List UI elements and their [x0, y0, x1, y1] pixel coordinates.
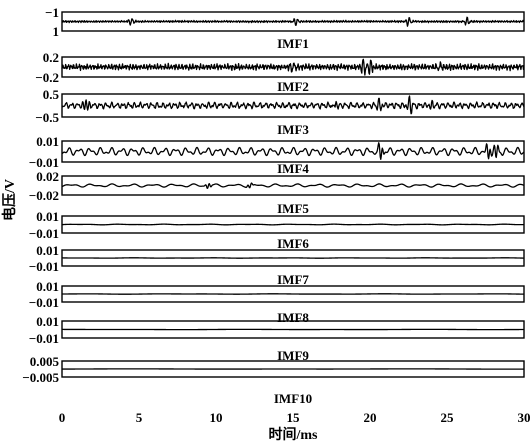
panel-caption: IMF8 [277, 310, 309, 325]
panel-caption: IMF6 [277, 236, 309, 251]
panel-9: 0.01 −0.01 IMF8 [29, 310, 524, 346]
panel-8: 0.01−0.01 IMF7 [29, 272, 524, 310]
y-tick-top: 0.01 [36, 134, 59, 149]
panel-10: 0.005−0.005 IMF9 [22, 348, 524, 385]
y-tick-top: 0.01 [36, 314, 59, 329]
panel-caption: IMF10 [274, 391, 312, 406]
y-tick-bottom: −0.01 [29, 155, 59, 170]
y-tick-top: 0.02 [36, 169, 59, 184]
signal-trace [62, 96, 524, 114]
y-tick-bottom: −0.01 [29, 226, 59, 241]
y-tick-bottom: −0.005 [22, 370, 59, 385]
panel-caption: IMF5 [277, 201, 309, 216]
panel-caption: IMF9 [277, 348, 309, 363]
panel-caption: IMF1 [277, 36, 309, 51]
signal-trace [62, 143, 524, 160]
panel-6: 0.01 −0.01 IMF5 [29, 201, 524, 241]
x-tick-label: 25 [441, 410, 455, 425]
x-tick-label: 30 [518, 410, 530, 425]
signal-trace [62, 59, 524, 75]
y-tick-top: 0.01 [36, 279, 59, 294]
panel-11: IMF10 [274, 391, 312, 406]
panel-caption: IMF7 [277, 272, 309, 287]
panel-caption: IMF2 [277, 79, 309, 94]
y-tick-bottom: −0.5 [35, 110, 59, 125]
x-axis: 0 5 10 15 20 25 30 [59, 410, 530, 425]
panel-7: 0.01−0.01 IMF6 [29, 236, 524, 274]
panels-group: −110.2−0.2IMF10.5−0.5IMF20.01−0.01IMF30.… [22, 5, 524, 406]
panel-3: 0.5 −0.5 IMF2 [35, 79, 524, 125]
y-axis-label: 电压/V [1, 179, 18, 221]
signal-trace [62, 224, 524, 225]
panel-caption: IMF3 [277, 122, 309, 137]
panel-caption: IMF4 [277, 161, 309, 176]
x-tick-label: 0 [59, 410, 66, 425]
y-tick-top: 0.005 [30, 354, 60, 369]
panel-5: 0.02 −0.02 IMF4 [29, 161, 524, 203]
y-tick-top: 0.01 [36, 209, 59, 224]
y-tick-bottom: −0.2 [35, 70, 59, 85]
y-tick-bottom: −0.01 [29, 295, 59, 310]
x-axis-label: 时间/ms [269, 426, 319, 443]
x-tick-label: 15 [287, 410, 301, 425]
x-tick-label: 10 [210, 410, 223, 425]
x-tick-label: 5 [136, 410, 143, 425]
y-tick-bottom: −0.02 [29, 188, 59, 203]
panel-1: −11 [45, 5, 524, 39]
y-tick-bottom: −0.01 [29, 259, 59, 274]
signal-trace [62, 17, 524, 26]
y-tick-top: 0.01 [36, 243, 59, 258]
y-tick-bottom: 1 [53, 24, 60, 39]
y-tick-top: −1 [45, 5, 59, 20]
y-tick-top: 0.2 [43, 50, 59, 65]
x-tick-label: 20 [364, 410, 377, 425]
signal-trace [62, 183, 524, 188]
y-tick-bottom: −0.01 [29, 331, 59, 346]
y-tick-top: 0.5 [43, 87, 60, 102]
panel-2: 0.2 −0.2 IMF1 [35, 36, 524, 85]
